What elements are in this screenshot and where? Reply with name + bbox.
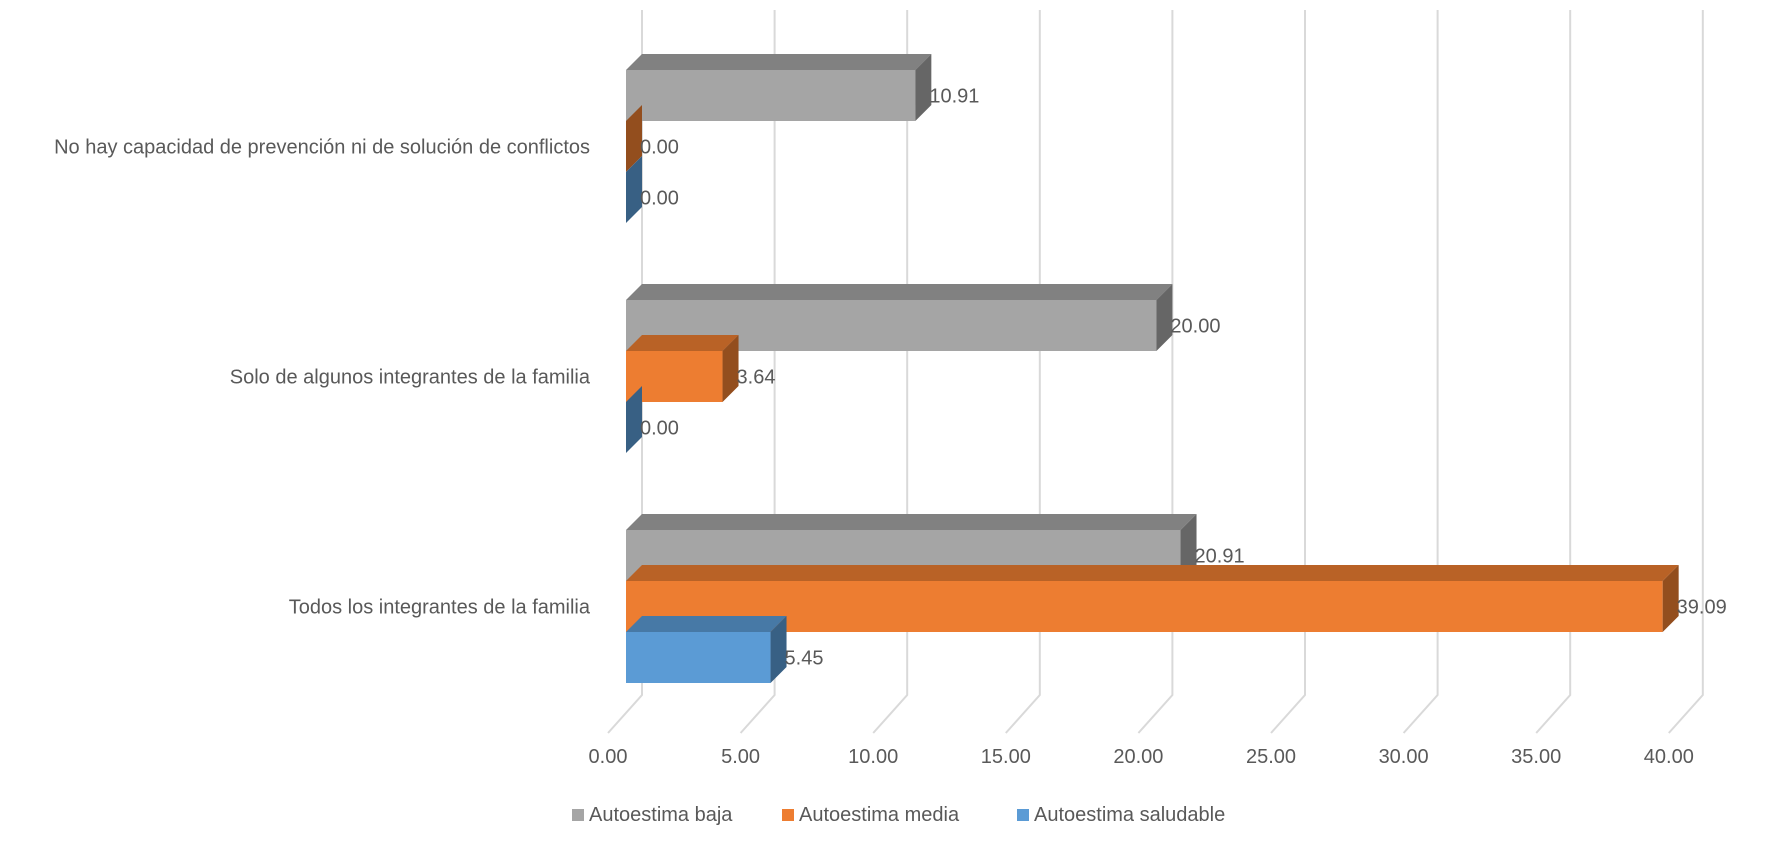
x-tick-label: 35.00: [1511, 746, 1561, 768]
bar: [626, 386, 642, 453]
data-label: 20.00: [1170, 316, 1220, 338]
x-tick-label: 5.00: [721, 746, 760, 768]
x-axis-ticks: 0.00 5.00 10.00 15.00 20.00 25.00 30.00 35.00 40…: [589, 746, 1694, 768]
legend: Autoestima baja Autoestima media Autoestim…: [572, 804, 1225, 826]
data-label: 5.45: [785, 648, 824, 670]
legend-item: Autoestima saludable: [1017, 804, 1225, 826]
grid-lines: [607, 10, 1704, 734]
x-tick-label: 10.00: [848, 746, 898, 768]
category-label: Solo de algunos integrantes de la famili…: [230, 367, 591, 389]
bars: [626, 54, 1679, 683]
gridline: [1270, 10, 1306, 734]
legend-label: Autoestima baja: [589, 804, 733, 826]
category-labels: No hay capacidad de prevención ni de sol…: [54, 137, 591, 619]
gridline: [1137, 10, 1174, 734]
data-label: 39.09: [1677, 597, 1727, 619]
x-tick-label: 0.00: [589, 746, 628, 768]
x-tick-label: 20.00: [1113, 746, 1163, 768]
gridline: [1402, 10, 1439, 734]
gridline: [1668, 10, 1704, 734]
gridline: [1535, 10, 1572, 734]
bar: [626, 105, 642, 172]
gridline: [739, 10, 776, 734]
data-label: 3.64: [737, 367, 776, 389]
bar: [626, 335, 739, 402]
gridline: [872, 10, 909, 734]
legend-item: Autoestima baja: [572, 804, 733, 826]
bar: [626, 616, 787, 683]
data-label: 0.00: [640, 418, 679, 440]
data-label: 0.00: [640, 188, 679, 210]
data-label: 10.91: [929, 86, 979, 108]
data-label: 20.91: [1195, 546, 1245, 568]
data-label: 0.00: [640, 137, 679, 159]
category-label: No hay capacidad de prevención ni de sol…: [54, 137, 590, 159]
legend-label: Autoestima media: [799, 804, 960, 826]
bar: [626, 54, 932, 121]
legend-swatch: [572, 809, 584, 821]
legend-swatch: [782, 809, 794, 821]
legend-swatch: [1017, 809, 1029, 821]
bar: [626, 156, 642, 223]
x-tick-label: 25.00: [1246, 746, 1296, 768]
bar: [626, 565, 1679, 632]
x-tick-label: 30.00: [1379, 746, 1429, 768]
gridline: [1005, 10, 1041, 734]
legend-label: Autoestima saludable: [1034, 804, 1225, 826]
x-tick-label: 15.00: [981, 746, 1031, 768]
x-tick-label: 40.00: [1644, 746, 1694, 768]
legend-item: Autoestima media: [782, 804, 960, 826]
data-labels: 10.91 0.00 0.00 20.00 3.64 0.00 20.91 39.09 5.45: [640, 86, 1727, 670]
gridline: [607, 10, 643, 734]
category-label: Todos los integrantes de la familia: [289, 597, 591, 619]
